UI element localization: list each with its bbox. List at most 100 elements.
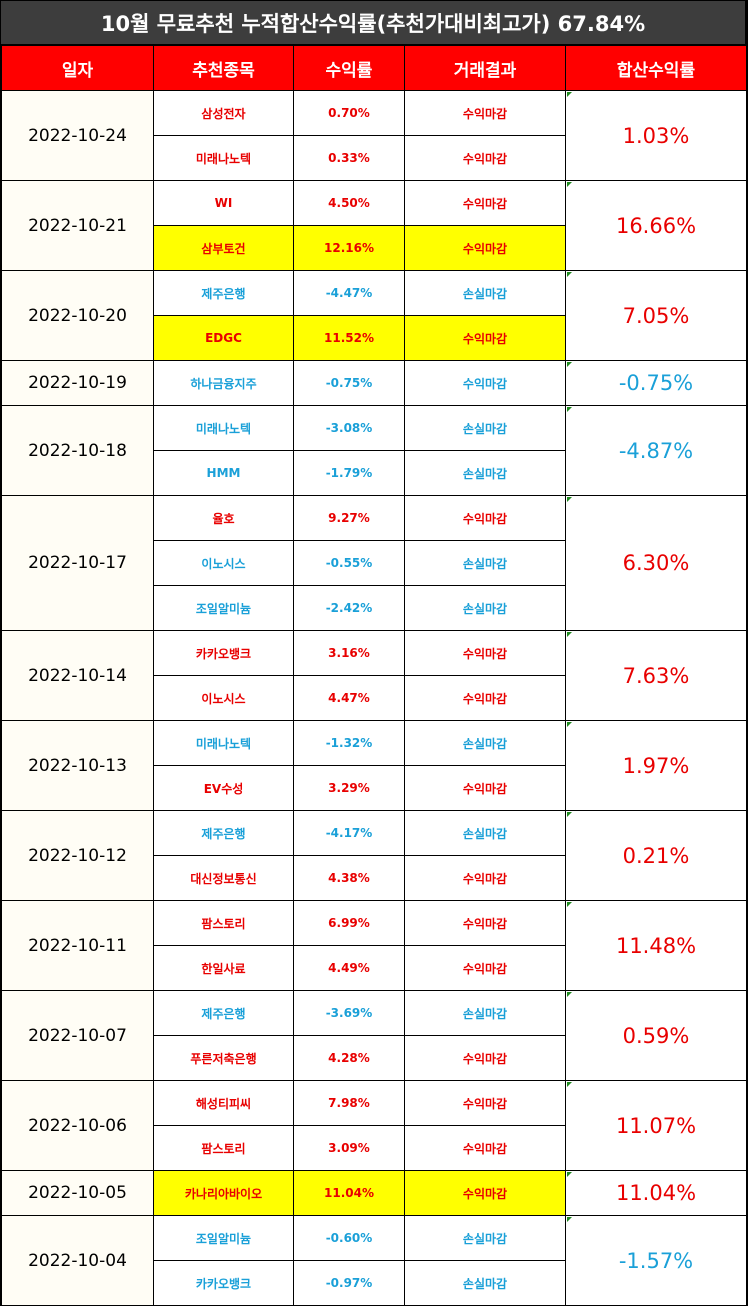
table-row: 2022-10-19 하나금융지주 -0.75% 수익마감 -0.75% [1,360,747,406]
return-cell: 0.70% [293,90,405,136]
table-row: 이노시스 -0.55% 손실마감 [2,540,747,586]
total-cell: 6.30% [565,495,747,631]
header-return: 수익률 [293,45,405,91]
stock-cell: 팜스토리 [153,1125,294,1171]
stock-cell: 하나금융지주 [153,360,294,406]
result-cell: 수익마감 [404,1080,566,1126]
return-cell: -0.55% [293,540,405,586]
total-cell: -4.87% [565,405,747,496]
return-cell: -1.32% [293,720,405,766]
stock-cell: 카카오뱅크 [153,1260,294,1306]
stock-cell: 제주은행 [153,270,294,316]
return-cell: 7.98% [293,1080,405,1126]
return-cell: 9.27% [293,495,405,541]
header-total: 합산수익률 [565,45,747,91]
table-row: 2022-10-17 율호 9.27% 수익마감 6.30% [1,495,747,631]
result-cell: 손실마감 [404,1260,566,1306]
table-row: 이노시스 4.47% 수익마감 [2,675,747,721]
result-cell: 수익마감 [404,225,566,271]
total-cell: 7.05% [565,270,747,361]
result-cell: 손실마감 [404,990,566,1036]
date-cell: 2022-10-07 [1,990,154,1081]
stock-cell: EDGC [153,315,294,361]
stock-cell: EV수성 [153,765,294,811]
result-cell: 수익마감 [404,945,566,991]
stock-cell: 미래나노텍 [153,720,294,766]
header-result: 거래결과 [404,45,566,91]
table-row: 2022-10-14 카카오뱅크 3.16% 수익마감 7.63% [1,630,747,721]
header-stock: 추천종목 [153,45,294,91]
total-cell: -0.75% [565,360,747,406]
total-cell: 11.48% [565,900,747,991]
stock-cell: 제주은행 [153,990,294,1036]
stock-cell: 카카오뱅크 [153,630,294,676]
stock-cell: 삼성전자 [153,90,294,136]
result-cell: 손실마감 [404,270,566,316]
stock-cell: 카나리아바이오 [153,1170,294,1216]
date-cell: 2022-10-05 [1,1170,154,1216]
result-cell: 수익마감 [404,630,566,676]
return-cell: -3.69% [293,990,405,1036]
table-row: EV수성 3.29% 수익마감 [2,765,747,811]
return-cell: 12.16% [293,225,405,271]
table-row: 2022-10-18 미래나노텍 -3.08% 손실마감 -4.87% [1,405,747,496]
results-table: 일자 추천종목 수익률 거래결과 합산수익률 2022-10-24 삼성전자 0.7… [1,45,747,1306]
stock-cell: 해성티피씨 [153,1080,294,1126]
date-cell: 2022-10-04 [1,1215,154,1306]
return-cell: 0.33% [293,135,405,181]
table-row: 미래나노텍 0.33% 수익마감 [2,135,747,181]
result-cell: 수익마감 [404,315,566,361]
result-cell: 손실마감 [404,405,566,451]
total-cell: 7.63% [565,630,747,721]
total-cell: 1.97% [565,720,747,811]
total-cell: 11.04% [565,1170,747,1216]
result-cell: 수익마감 [404,1170,566,1216]
header-date: 일자 [1,45,154,91]
result-cell: 손실마감 [404,720,566,766]
return-cell: -0.97% [293,1260,405,1306]
table-row: 2022-10-06 해성티피씨 7.98% 수익마감 11.07% [1,1080,747,1171]
result-cell: 손실마감 [404,810,566,856]
return-cell: 11.52% [293,315,405,361]
table-row: 2022-10-07 제주은행 -3.69% 손실마감 0.59% [1,990,747,1081]
stock-cell: 제주은행 [153,810,294,856]
date-cell: 2022-10-17 [1,495,154,631]
result-cell: 손실마감 [404,540,566,586]
return-cell: 3.16% [293,630,405,676]
return-cell: 11.04% [293,1170,405,1216]
table-row: EDGC 11.52% 수익마감 [2,315,747,361]
date-cell: 2022-10-21 [1,180,154,271]
table-row: 2022-10-12 제주은행 -4.17% 손실마감 0.21% [1,810,747,901]
result-cell: 손실마감 [404,585,566,631]
total-cell: 11.07% [565,1080,747,1171]
date-cell: 2022-10-20 [1,270,154,361]
return-cell: -1.79% [293,450,405,496]
table-row: 2022-10-20 제주은행 -4.47% 손실마감 7.05% [1,270,747,361]
result-cell: 수익마감 [404,675,566,721]
page-title: 10월 무료추천 누적합산수익률(추천가대비최고가) 67.84% [1,1,745,44]
stock-cell: 미래나노텍 [153,135,294,181]
date-cell: 2022-10-18 [1,405,154,496]
stock-cell: 팜스토리 [153,900,294,946]
return-cell: -0.60% [293,1215,405,1261]
result-cell: 손실마감 [404,450,566,496]
table-row: 2022-10-05 카나리아바이오 11.04% 수익마감 11.04% [1,1170,747,1216]
stock-cell: 한일사료 [153,945,294,991]
stock-cell: WI [153,180,294,226]
result-cell: 수익마감 [404,1035,566,1081]
date-cell: 2022-10-13 [1,720,154,811]
date-cell: 2022-10-12 [1,810,154,901]
table-row: 2022-10-24 삼성전자 0.70% 수익마감 1.03% [1,90,747,181]
result-cell: 수익마감 [404,360,566,406]
stock-cell: HMM [153,450,294,496]
return-cell: 6.99% [293,900,405,946]
stock-cell: 푸른저축은행 [153,1035,294,1081]
stock-cell: 조일알미늄 [153,585,294,631]
date-cell: 2022-10-24 [1,90,154,181]
result-cell: 수익마감 [404,135,566,181]
date-cell: 2022-10-11 [1,900,154,991]
return-cell: -2.42% [293,585,405,631]
date-cell: 2022-10-19 [1,360,154,406]
stock-cell: 이노시스 [153,540,294,586]
result-cell: 수익마감 [404,900,566,946]
